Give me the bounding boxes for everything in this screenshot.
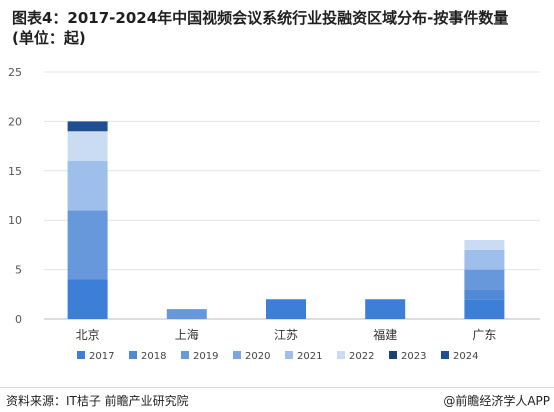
x-axis: 北京 上海 江苏 福建 广东 bbox=[76, 327, 497, 342]
legend-swatch bbox=[181, 351, 189, 359]
bar-segment bbox=[464, 289, 505, 300]
legend-swatch bbox=[337, 351, 345, 359]
y-tick-label: 10 bbox=[8, 214, 22, 227]
bar-segment bbox=[67, 160, 108, 211]
bar-segment bbox=[365, 299, 406, 319]
title-text: 图表4：2017-2024年中国视频会议系统行业投融资区域分布-按事件数量 bbox=[12, 9, 509, 27]
y-tick-label: 0 bbox=[15, 313, 22, 326]
footer-divider bbox=[0, 387, 554, 388]
bar-segment bbox=[464, 299, 505, 319]
legend-label: 2018 bbox=[141, 351, 166, 362]
x-category-label: 广东 bbox=[472, 328, 496, 342]
legend-swatch bbox=[389, 351, 397, 359]
legend-swatch bbox=[233, 351, 241, 359]
legend-label: 2023 bbox=[401, 351, 426, 362]
x-category-label: 江苏 bbox=[274, 328, 298, 342]
credit-note: @前瞻经济学人APP bbox=[443, 394, 550, 408]
legend-label: 2022 bbox=[349, 351, 374, 362]
legend-swatch bbox=[441, 351, 449, 359]
legend: 2017 2018 2019 2020 2021 2022 2023 2024 bbox=[77, 351, 478, 362]
bar-segment bbox=[166, 309, 207, 319]
legend-swatch bbox=[285, 351, 293, 359]
y-tick-label: 20 bbox=[8, 115, 22, 128]
bar-segment bbox=[67, 279, 108, 319]
bar-segment bbox=[464, 269, 505, 290]
bar-segment bbox=[67, 210, 108, 280]
legend-swatch bbox=[77, 351, 85, 359]
bar-segment bbox=[464, 249, 505, 270]
chart-title: 图表4：2017-2024年中国视频会议系统行业投融资区域分布-按事件数量 (单… bbox=[12, 8, 548, 48]
chart-subtitle: (单位：起) bbox=[12, 29, 86, 47]
bar-segment bbox=[464, 239, 505, 250]
legend-swatch bbox=[129, 351, 137, 359]
legend-label: 2017 bbox=[89, 351, 114, 362]
y-axis-ticks: 0 5 10 15 20 25 bbox=[8, 66, 22, 326]
x-category-label: 福建 bbox=[373, 327, 397, 342]
legend-label: 2020 bbox=[245, 351, 270, 362]
bar-segment bbox=[67, 121, 108, 132]
y-tick-label: 5 bbox=[15, 264, 22, 277]
x-category-label: 北京 bbox=[76, 328, 100, 342]
y-tick-label: 15 bbox=[8, 165, 22, 178]
source-note: 资料来源：IT桔子 前瞻产业研究院 bbox=[6, 394, 189, 408]
bar-segment bbox=[67, 131, 108, 161]
y-tick-label: 25 bbox=[8, 66, 22, 79]
bar-series bbox=[67, 121, 505, 319]
legend-label: 2021 bbox=[297, 351, 322, 362]
legend-label: 2024 bbox=[453, 351, 478, 362]
x-category-label: 上海 bbox=[175, 327, 199, 342]
legend-label: 2019 bbox=[193, 351, 218, 362]
bar-segment bbox=[266, 299, 306, 319]
